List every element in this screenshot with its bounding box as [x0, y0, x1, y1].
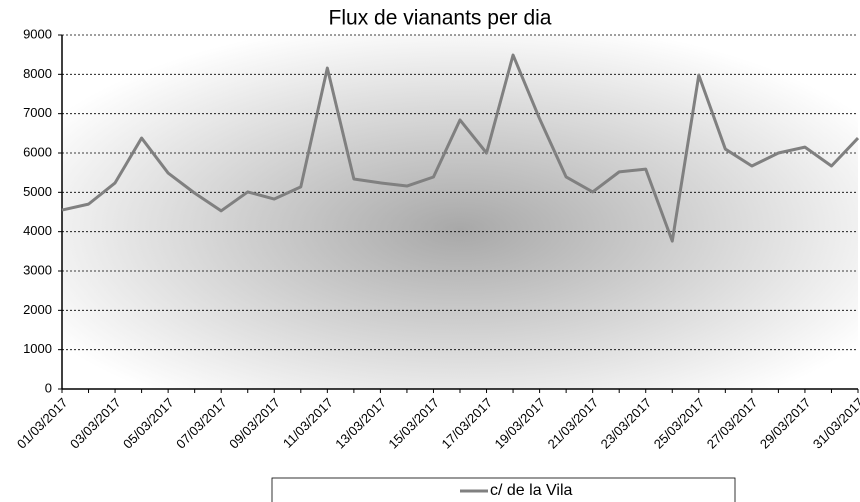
plot-area	[62, 35, 858, 389]
x-tick-label: 07/03/2017	[173, 395, 230, 452]
y-tick-label: 8000	[23, 66, 52, 81]
y-tick-label: 9000	[23, 26, 52, 41]
x-tick-label: 05/03/2017	[120, 395, 177, 452]
x-tick-label: 15/03/2017	[385, 395, 442, 452]
x-tick-label: 01/03/2017	[14, 395, 71, 452]
x-tick-label: 27/03/2017	[704, 395, 761, 452]
x-tick-label: 31/03/2017	[810, 395, 860, 452]
x-tick-label: 25/03/2017	[651, 395, 708, 452]
x-tick-label: 19/03/2017	[492, 395, 549, 452]
line	[61, 53, 860, 243]
x-tick-label: 29/03/2017	[757, 395, 814, 452]
y-tick-label: 7000	[23, 105, 52, 120]
x-tick-label: 21/03/2017	[545, 395, 602, 452]
legend-label: c/ de la Vila	[490, 482, 573, 499]
x-tick-label: 11/03/2017	[280, 395, 336, 451]
y-tick-label: 3000	[23, 262, 52, 277]
y-tick-label: 6000	[23, 144, 52, 159]
y-tick-label: 4000	[23, 223, 52, 238]
x-tick-label: 23/03/2017	[598, 395, 655, 452]
y-tick-label: 1000	[23, 341, 52, 356]
x-tick-label: 09/03/2017	[226, 395, 283, 452]
x-tick-label: 13/03/2017	[332, 395, 389, 452]
x-tick-label: 03/03/2017	[67, 395, 124, 452]
y-tick-label: 0	[45, 380, 52, 395]
y-tick-label: 2000	[23, 302, 52, 317]
legend	[271, 477, 736, 502]
y-tick-label: 5000	[23, 184, 52, 199]
chart-title: Flux de vianants per dia	[329, 7, 552, 30]
x-tick-label: 17/03/2017	[438, 395, 495, 452]
